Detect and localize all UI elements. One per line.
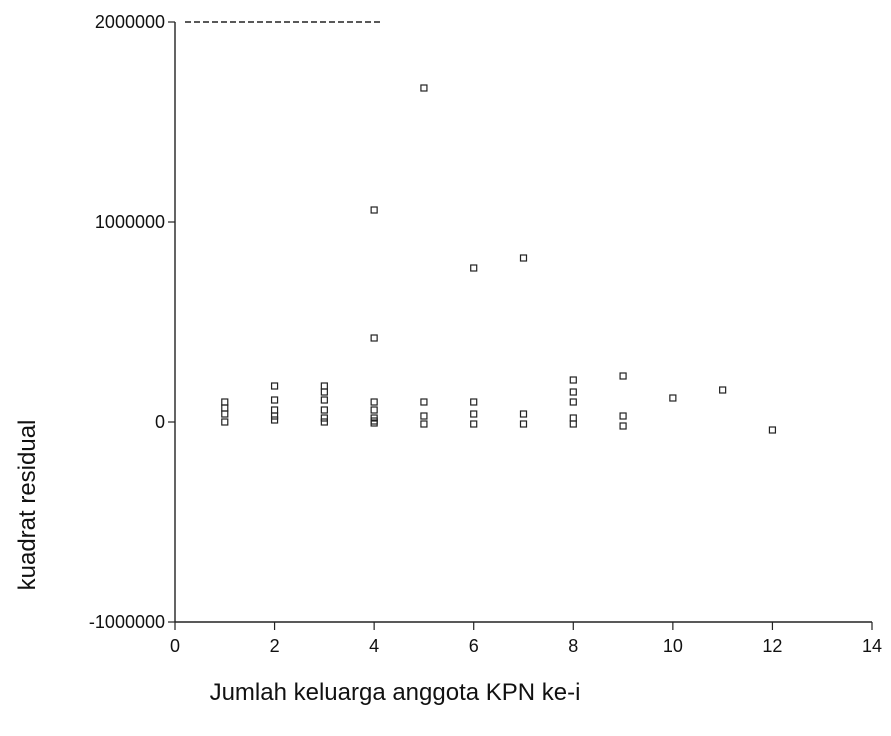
- y-tick-label: 0: [155, 412, 165, 432]
- x-tick-label: 10: [663, 636, 683, 656]
- x-tick-label: 8: [568, 636, 578, 656]
- data-point: [669, 394, 677, 402]
- y-tick-label: 2000000: [95, 12, 165, 32]
- data-point: [470, 398, 478, 406]
- data-point: [569, 388, 577, 396]
- data-point: [270, 396, 279, 404]
- data-point: [320, 418, 328, 426]
- data-point: [619, 412, 627, 420]
- data-point: [768, 426, 777, 434]
- data-point: [370, 406, 378, 414]
- data-point: [221, 404, 229, 412]
- data-point: [569, 414, 577, 422]
- data-point: [619, 422, 627, 430]
- y-tick-label: 1000000: [95, 212, 165, 232]
- data-point: [320, 414, 328, 422]
- data-point: [270, 412, 279, 420]
- data-point: [370, 419, 378, 427]
- data-point: [270, 416, 279, 424]
- data-point: [420, 84, 428, 92]
- data-point: [569, 420, 577, 428]
- x-axis-label: Jumlah keluarga anggota KPN ke-i: [210, 679, 581, 706]
- data-point: [270, 382, 279, 390]
- data-point: [221, 398, 229, 406]
- x-tick-label: 0: [170, 636, 180, 656]
- data-point: [519, 420, 528, 428]
- x-tick-label: 2: [270, 636, 280, 656]
- data-point: [370, 334, 378, 342]
- y-axis-label: kuadrat residual: [14, 420, 41, 591]
- data-point: [420, 398, 428, 406]
- y-axis-ticks: -1000000 0 1000000 2000000: [89, 12, 175, 632]
- data-point: [420, 420, 428, 428]
- data-points: [221, 84, 777, 434]
- y-tick-label: -1000000: [89, 612, 165, 632]
- data-point: [221, 410, 229, 418]
- x-tick-label: 14: [862, 636, 882, 656]
- x-tick-label: 12: [762, 636, 782, 656]
- data-point: [470, 410, 478, 418]
- data-point: [221, 418, 229, 426]
- x-axis-ticks: 0 2 4 6 8 10 12 14: [170, 622, 882, 656]
- data-point: [420, 412, 428, 420]
- data-point: [519, 410, 528, 418]
- axes: [174, 21, 872, 623]
- data-point: [619, 372, 627, 380]
- data-point: [470, 264, 478, 272]
- data-point: [370, 398, 378, 406]
- data-point: [320, 382, 328, 390]
- data-point: [569, 398, 577, 406]
- data-point: [320, 396, 328, 404]
- data-point: [370, 206, 378, 214]
- data-point: [719, 386, 727, 394]
- data-point: [320, 406, 328, 414]
- data-point: [569, 376, 577, 384]
- x-tick-label: 4: [369, 636, 379, 656]
- data-point: [320, 388, 328, 396]
- data-point: [270, 406, 279, 414]
- x-tick-label: 6: [469, 636, 479, 656]
- data-point: [519, 254, 528, 262]
- data-point: [470, 420, 478, 428]
